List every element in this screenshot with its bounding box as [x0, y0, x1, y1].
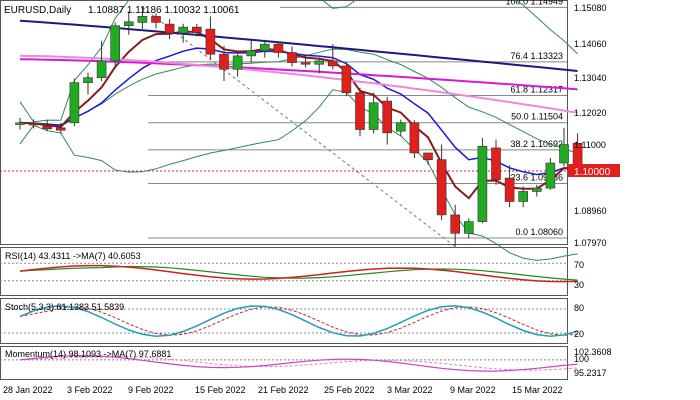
date-axis-label: 21 Feb 2022 — [258, 385, 309, 395]
candle-up — [178, 26, 188, 34]
candle-up — [477, 145, 488, 222]
candle-down — [273, 43, 284, 53]
candle-up — [559, 144, 569, 164]
momentum-layer — [0, 355, 578, 372]
current-price-tag: 1.10000 — [568, 164, 620, 178]
bollinger-lower — [19, 89, 578, 261]
ma-magenta-line — [19, 58, 578, 91]
candle-down — [192, 26, 202, 33]
fib-level-label: 76.4 1.13323 — [510, 51, 563, 61]
candle-down — [28, 123, 39, 126]
date-axis-label: 3 Feb 2022 — [67, 385, 113, 395]
momentum-main-line — [19, 355, 578, 372]
candle-down — [55, 127, 66, 131]
rsi-level-70: 70 — [574, 260, 584, 270]
candle-up — [124, 21, 134, 27]
date-axis-label: 25 Feb 2022 — [324, 385, 375, 395]
candle-down — [219, 53, 229, 70]
candle-down — [450, 214, 461, 234]
candle-down — [504, 177, 515, 202]
rsi-layer — [0, 262, 578, 283]
price-axis-label: 1.12020 — [574, 108, 607, 118]
candle-up — [368, 102, 379, 130]
date-axis-label: 28 Jan 2022 — [3, 385, 53, 395]
stoch-layer — [0, 305, 578, 337]
symbol-header: EURUSD,Daily — [4, 5, 71, 16]
fib-level-label: 50.0 1.11504 — [511, 112, 563, 122]
candle-down — [409, 122, 420, 154]
candle-up — [531, 187, 542, 192]
candle-up — [83, 77, 93, 83]
date-axis-label: 9 Mar 2022 — [450, 385, 496, 395]
candle-down — [42, 125, 53, 130]
candle-up — [232, 55, 243, 70]
candle-up — [69, 82, 80, 124]
date-axis-label: 15 Feb 2022 — [195, 385, 246, 395]
stoch-main-line — [19, 305, 578, 337]
price-axis-label: 1.08960 — [574, 206, 607, 216]
candle-down — [423, 152, 433, 160]
price-axis-label: 1.11000 — [574, 140, 606, 150]
bollinger-upper — [19, 0, 578, 123]
candle-down — [205, 28, 216, 55]
fib-level-label: 100.0 1.14949 — [505, 0, 563, 6]
candle-up — [518, 191, 529, 202]
candle-down — [491, 147, 501, 181]
candle-up — [395, 122, 406, 132]
candle-down — [300, 62, 311, 65]
date-axis: 28 Jan 2022 3 Feb 2022 9 Feb 2022 15 Feb… — [3, 385, 563, 395]
rsi-main-line — [19, 264, 578, 283]
price-axis-label: 1.15080 — [574, 3, 607, 13]
candle-up — [545, 162, 556, 189]
fib-level-label: 23.6 1.09686 — [510, 173, 563, 183]
candle-down — [151, 16, 161, 23]
price-axis-label: 1.14060 — [574, 39, 607, 49]
date-axis-label: 3 Mar 2022 — [387, 385, 433, 395]
candle-down — [164, 23, 175, 34]
candle-down — [341, 65, 352, 94]
momentum-level-lower: 95.2317 — [574, 368, 607, 378]
stoch-level-80: 80 — [574, 303, 584, 313]
bollinger-middle — [19, 48, 578, 155]
candle-up — [246, 50, 256, 57]
candle-down — [327, 60, 338, 67]
candle-up — [96, 60, 107, 78]
candle-up — [110, 25, 120, 62]
date-axis-label: 9 Feb 2022 — [128, 385, 174, 395]
momentum-level-upper: 102.3608 — [574, 347, 612, 357]
stoch-panel-frame — [0, 298, 568, 344]
candle-up — [463, 221, 474, 234]
candle-down — [382, 100, 393, 134]
stoch-level-20: 20 — [574, 329, 584, 339]
date-axis-label: 15 Mar 2022 — [512, 385, 563, 395]
rsi-label: RSI(14) 43.4311 ->MA(7) 40.6053 — [5, 251, 141, 261]
fib-level-label: 0.0 1.08060 — [515, 227, 563, 237]
stoch-label: Stoch(5,3,3) 61.1383 51.5839 — [5, 302, 124, 312]
candle-down — [355, 92, 365, 130]
fib-level-label: 38.2 1.10692 — [510, 139, 563, 149]
candle-up — [259, 43, 270, 52]
fib-level-label: 61.8 1.12317 — [510, 84, 563, 94]
candle-up — [314, 60, 325, 65]
candles-layer — [15, 7, 583, 247]
price-axis-label: 1.13040 — [574, 73, 607, 83]
current-price-label: 1.10000 — [574, 167, 611, 178]
candle-down — [287, 52, 297, 63]
rsi-panel-frame — [0, 247, 568, 296]
momentum-label: Momentum(14) 98.1093 ->MA(7) 97.6881 — [5, 349, 171, 359]
rsi-level-30: 30 — [574, 280, 584, 290]
price-axis-label: 1.07970 — [574, 238, 607, 248]
stoch-signal-line — [19, 306, 578, 336]
momentum-level-100: 100 — [574, 354, 589, 364]
candle-up — [137, 16, 148, 23]
price-axis: 1.15080 1.14060 1.13040 1.12020 1.11000 … — [574, 3, 607, 248]
candle-up — [15, 122, 25, 125]
ohlc-values: 1.10887 1.11186 1.10032 1.10061 — [88, 5, 240, 16]
rsi-ma-line — [19, 265, 578, 281]
candle-down — [436, 159, 447, 216]
